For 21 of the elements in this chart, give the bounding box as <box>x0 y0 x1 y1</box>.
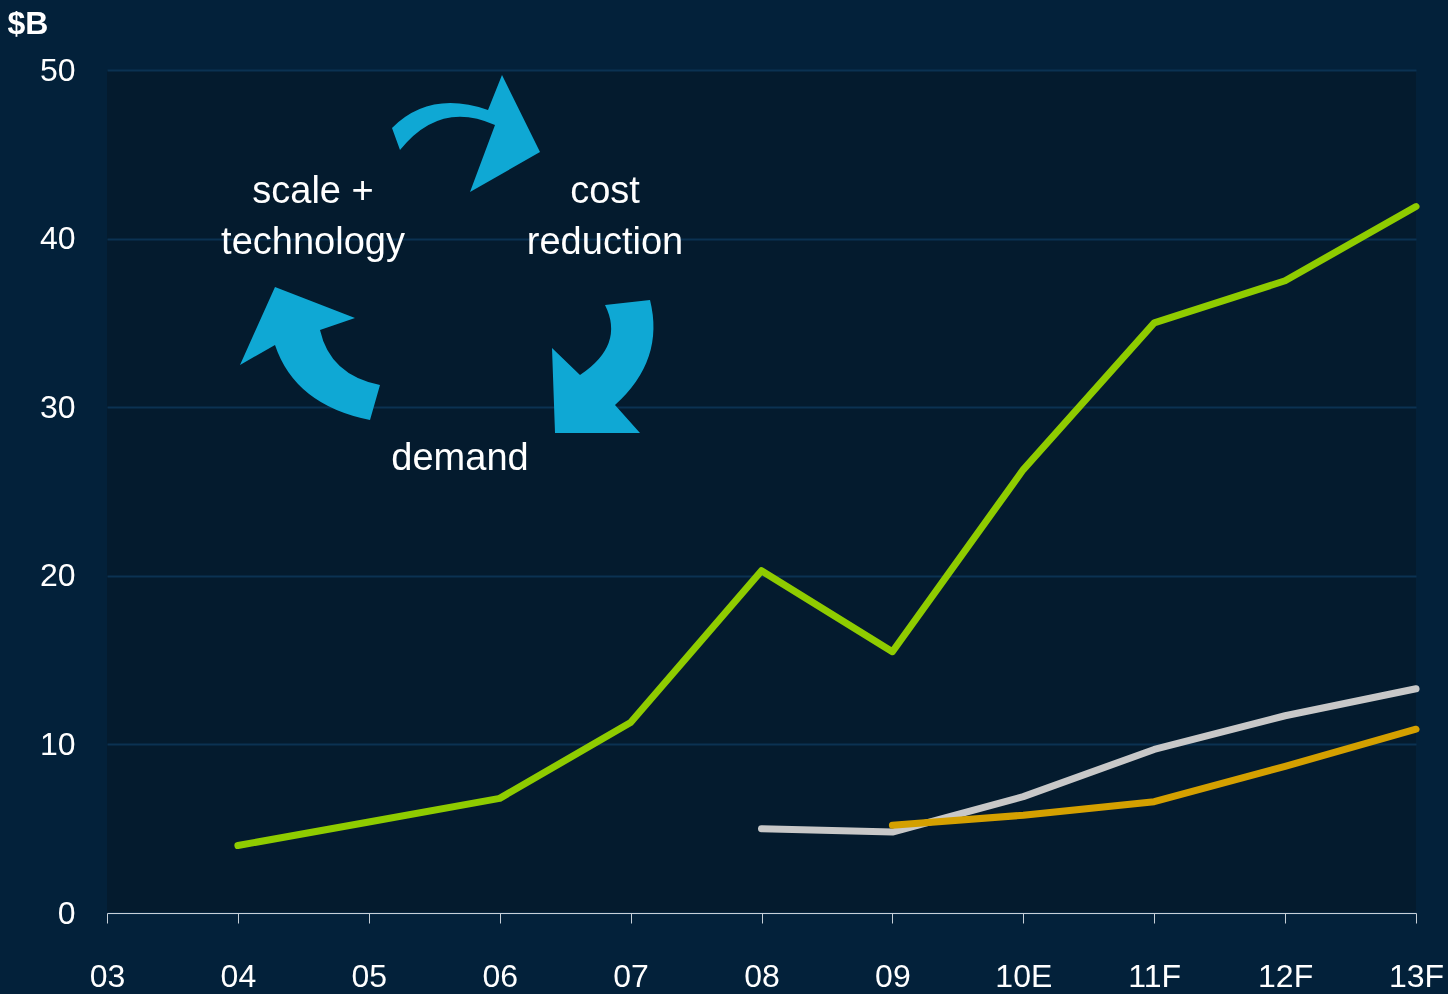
x-tick-label: 04 <box>220 957 257 994</box>
x-tick-label: 05 <box>351 957 388 994</box>
y-tick-label: 10 <box>39 725 76 762</box>
annotation: demand <box>390 435 530 480</box>
x-tick-label: 12F <box>1258 957 1314 994</box>
y-tick-label: 20 <box>39 557 76 594</box>
x-tick-label: 03 <box>89 957 126 994</box>
y-tick-label: 0 <box>57 894 76 931</box>
x-tick-label: 13F <box>1388 957 1445 994</box>
x-tick-label: 11F <box>1128 957 1182 994</box>
annotation: scale + technology <box>220 168 406 264</box>
x-tick-label: 10E <box>995 957 1053 994</box>
x-tick-label: 08 <box>744 957 780 994</box>
y-tick-label: 40 <box>39 220 76 257</box>
x-tick-label: 06 <box>482 957 518 994</box>
x-tick-label: 09 <box>875 957 911 994</box>
y-tick-label: 50 <box>39 51 76 88</box>
x-tick-label: 07 <box>613 957 649 994</box>
annotation: cost reduction <box>525 168 685 264</box>
y-tick-label: 30 <box>39 388 76 425</box>
y-axis-title: $B <box>7 4 49 41</box>
